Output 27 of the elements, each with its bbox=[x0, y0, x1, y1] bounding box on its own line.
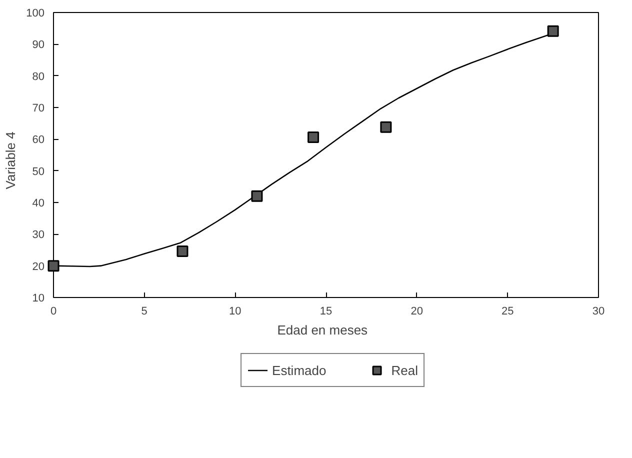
y-axis-title: Variable 4 bbox=[3, 132, 18, 190]
y-tick-label: 80 bbox=[32, 70, 45, 83]
legend-label: Estimado bbox=[272, 362, 326, 378]
y-tick-label: 90 bbox=[32, 39, 45, 52]
x-tick-label: 25 bbox=[502, 306, 514, 318]
legend-label: Real bbox=[391, 362, 418, 378]
x-axis-title: Edad en meses bbox=[277, 322, 368, 338]
point bbox=[251, 190, 263, 202]
y-tick-label: 60 bbox=[32, 134, 45, 146]
y-tick-label: 70 bbox=[32, 102, 45, 114]
y-tick-label: 20 bbox=[32, 260, 45, 273]
point bbox=[380, 121, 392, 133]
point bbox=[48, 260, 60, 272]
y-tick-label: 50 bbox=[32, 166, 45, 178]
y-tick-label: 100 bbox=[26, 8, 45, 20]
x-tick-label: 15 bbox=[320, 306, 332, 318]
point bbox=[547, 25, 559, 37]
x-tick-label: 0 bbox=[50, 306, 57, 318]
y-tick-label: 40 bbox=[32, 198, 45, 210]
point bbox=[308, 132, 320, 144]
point bbox=[176, 246, 188, 258]
x-tick-label: 30 bbox=[592, 306, 605, 318]
x-tick-label: 20 bbox=[410, 306, 423, 318]
y-tick-label: 30 bbox=[32, 229, 45, 242]
x-tick-label: 10 bbox=[229, 306, 242, 318]
x-tick-label: 5 bbox=[141, 306, 148, 318]
y-tick-label: 10 bbox=[32, 292, 45, 304]
